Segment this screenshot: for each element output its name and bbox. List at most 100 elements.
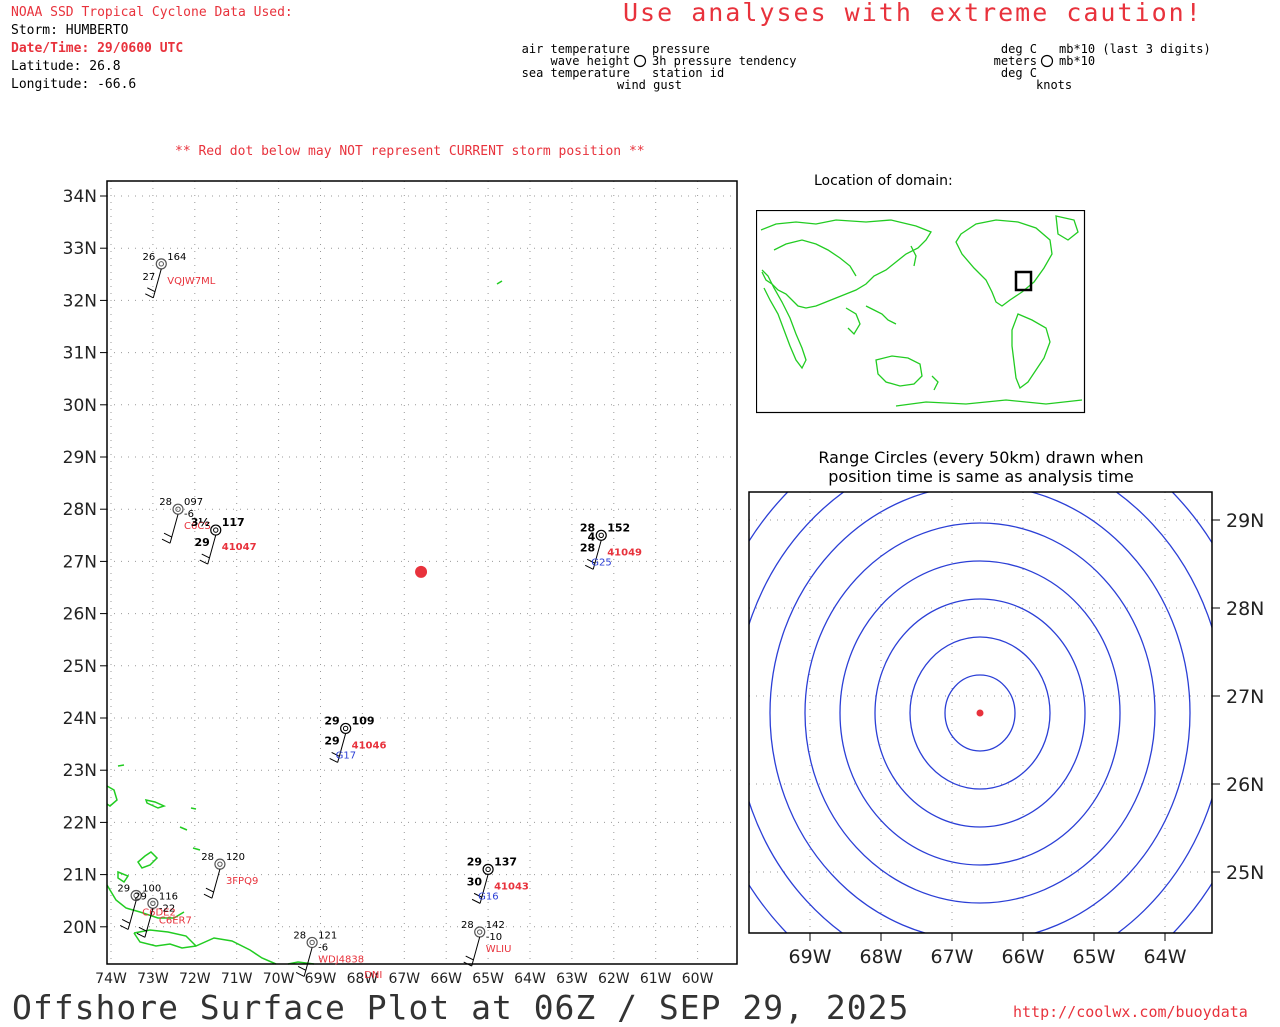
lat-label: 23N [63,761,97,781]
station-air-temp: 28 [580,521,595,534]
station-gust: G16 [478,891,498,902]
range-lat-label: 29N [1226,510,1264,532]
station-air-temp: 29 [324,714,339,727]
lon-label: 70W [263,971,295,987]
lat-label: 33N [63,239,97,259]
lat-label: 31N [63,344,97,364]
station-vqjw7ml[interactable]: 26 164 27 VQJW7ML [143,252,216,299]
inset-title: Location of domain: [814,173,953,189]
lon-label: 67W [388,971,420,987]
range-title-line1: Range Circles (every 50km) drawn when [818,448,1144,467]
range-circle [909,636,1051,790]
caution-banner: Use analyses with extreme caution! [623,0,1203,27]
range-lon-label: 68W [860,946,903,968]
range-lat-label: 27N [1226,686,1264,708]
map-frame [106,180,738,965]
station-gust: G17 [336,750,356,761]
greenland-coast [1055,215,1079,241]
range-circle [769,492,1191,933]
station-wave-height: 4 [588,530,596,543]
station-inner-icon [477,929,483,935]
station-id: VQJW7ML [167,276,216,287]
station-pressure: 116 [159,891,178,902]
island-outline [117,764,125,767]
range-circle [839,560,1121,866]
station-41047[interactable]: 3½ 117 29 41047 [191,516,257,565]
station-id: 41043 [494,881,529,892]
japan-coast [910,245,917,267]
station-id: C6ER7 [159,915,192,926]
wind-barb-icon [199,534,217,565]
lon-label: 69W [305,971,337,987]
station-inner-icon [342,725,349,732]
station-id: C6CS [184,521,211,532]
lat-label: 34N [63,187,97,207]
station-tendency: -6 [318,942,328,953]
station-circle-icon [633,54,647,68]
lon-label: 66W [430,971,462,987]
station-pressure: 100 [142,883,161,894]
station-3fpq9[interactable]: 28 120 3FPQ9 [201,852,258,899]
station-pressure: 152 [607,521,630,534]
lat-label: 24N [63,709,97,729]
station-dni[interactable]: DNI [364,970,382,981]
antarctica-coast [895,399,1083,407]
main-map[interactable]: 34N 33N 32N 31N 30N 29N 28N 27N 26N 25N 24N 23N 22N 2… [0,0,750,990]
storm-position-note: ** Red dot below may NOT represent CURRE… [175,144,645,159]
lon-label: 62W [598,971,630,987]
station-id: DNI [364,970,382,981]
station-inner-icon [309,939,315,946]
range-circle [804,522,1156,904]
source-url[interactable]: http://coolwx.com/buoydata [1013,1003,1248,1021]
longitude-labels: 74W 73W 72W 71W 70W 69W 68W 67W 66W 65W 64W 63W 62W 6… [95,971,713,987]
storm-position-dot[interactable] [415,565,428,578]
range-lat-label: 28N [1226,598,1264,620]
station-air-temp: 29 [117,883,130,894]
station-inner-icon [213,527,219,533]
station-tendency: -6 [184,509,194,520]
range-lat-label: 26N [1226,774,1264,796]
station-pressure: 109 [352,714,375,727]
north-america-coast [955,219,1053,307]
station-inner-icon [217,861,223,867]
lat-label: 21N [63,866,97,886]
lon-label: 60W [682,971,714,987]
legend-right: pressure 3h pressure tendency station id [652,43,797,79]
unit-knots: knots [1036,78,1073,92]
station-air-temp: 28 [201,852,214,863]
station-sea-temp: 29 [324,734,339,747]
range-circle [874,598,1086,828]
datetime: Date/Time: 29/0600 UTC [11,41,184,56]
island-outline [117,870,130,884]
station-id: 41046 [352,740,387,751]
station-inner-icon [158,261,164,267]
lat-label: 28N [63,500,97,520]
hispaniola-south [133,932,197,949]
plot-title: Offshore Surface Plot at 06Z / SEP 29, 2… [12,988,910,1027]
wind-barb-icon [585,540,602,570]
station-pressure: 120 [226,852,245,863]
legend-wind-gust: wind gust [617,78,683,92]
range-circles [749,492,1212,933]
station-air-temp: 28 [159,497,172,508]
range-circles-map[interactable]: 29N 28N 27N 26N 25N 69W 68W 67W 66W 65W 64W [0,0,1280,990]
legend-pressure: pressure [652,42,710,56]
island-outline [190,807,197,810]
range-title-line2: position time is same as analysis time [828,467,1134,486]
island-outline [496,280,503,285]
unit-mb-pressure: mb*10 (last 3 digits) [1059,42,1211,56]
lon-label: 63W [556,971,588,987]
range-lon-label: 67W [931,946,974,968]
wind-barb-icon [329,733,347,763]
range-longitude-labels: 69W 68W 67W 66W 65W 64W [789,946,1187,968]
cuba-coast [106,785,118,807]
